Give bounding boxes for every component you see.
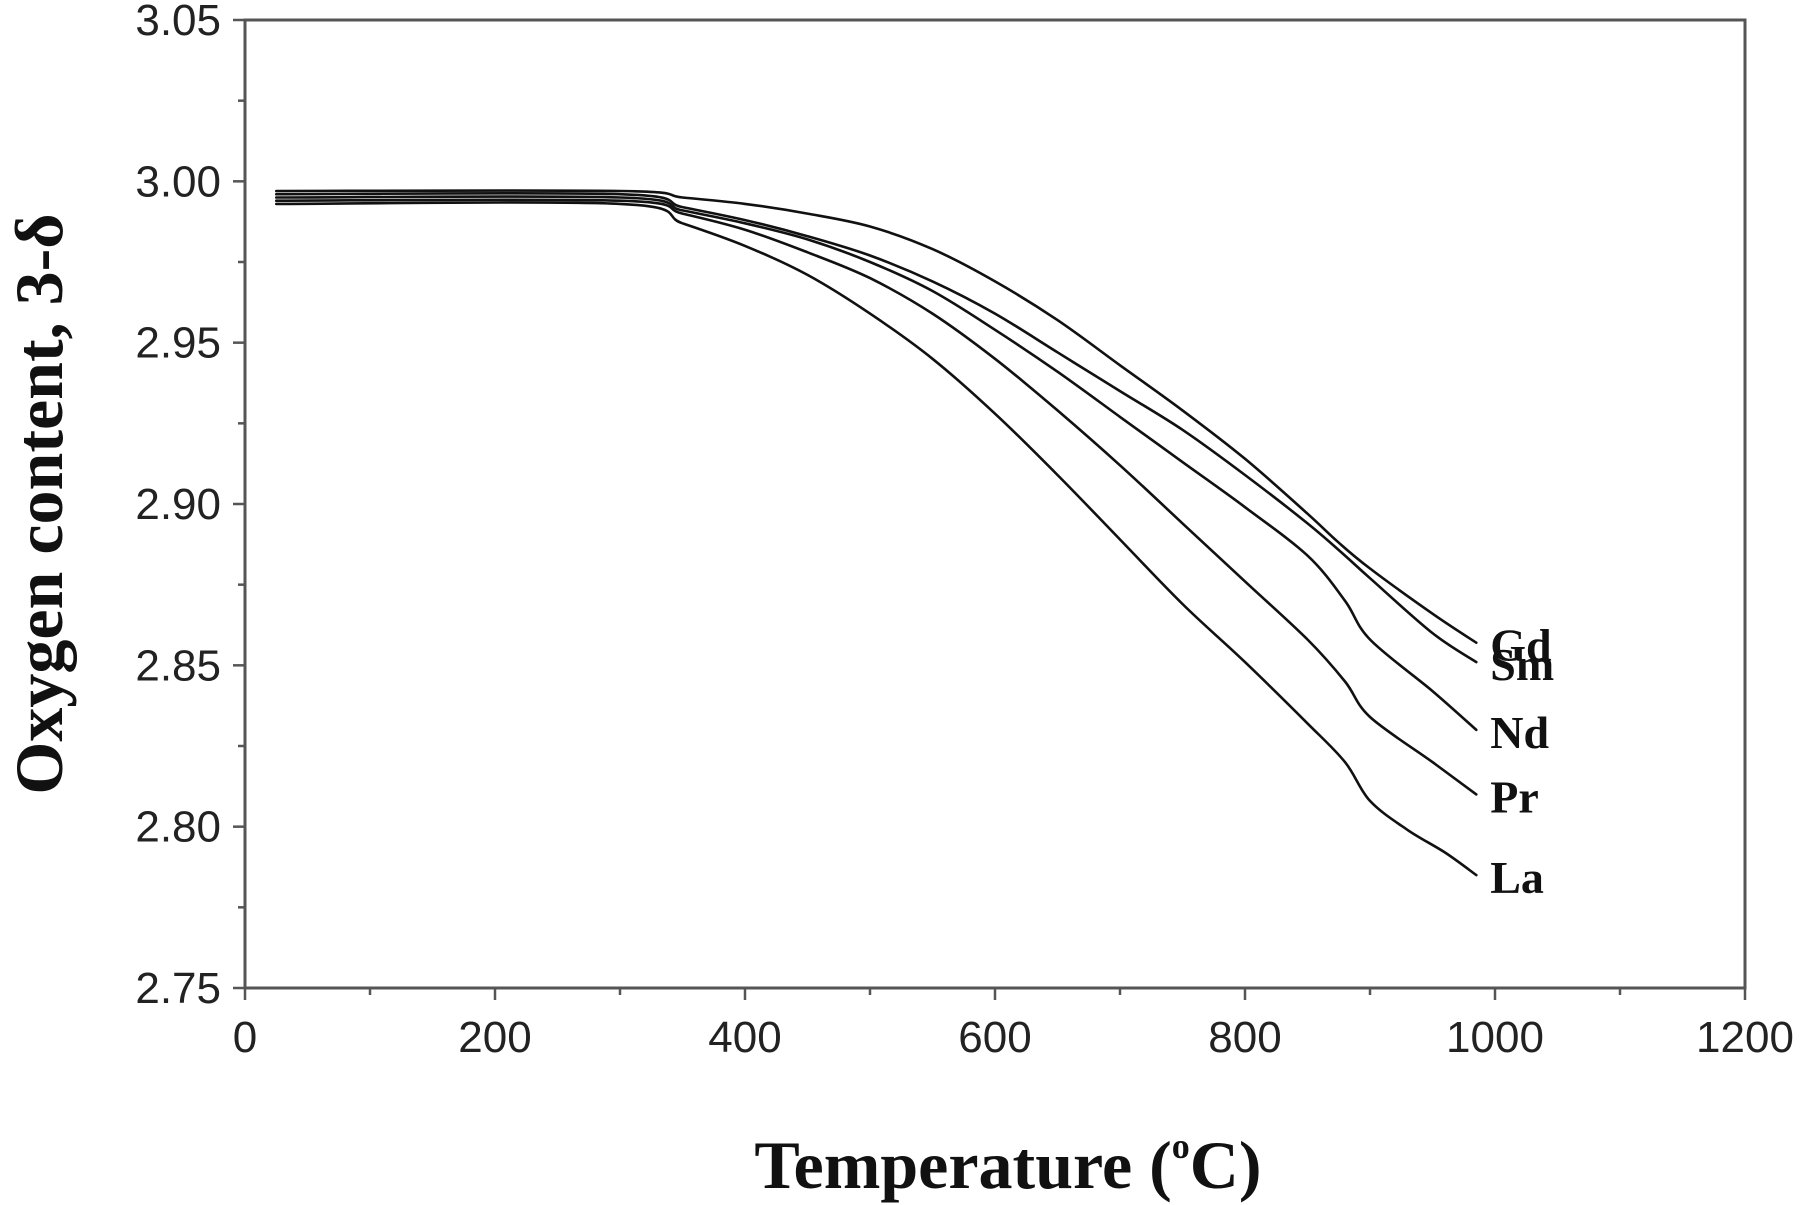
x-axis-title-main: Temperature ( (754, 1127, 1171, 1203)
y-tick-label: 3.05 (135, 0, 221, 45)
series-line-gd (275, 189, 1478, 644)
x-axis-title-degree: o (1172, 1126, 1190, 1166)
x-tick-label: 1000 (1446, 1013, 1544, 1062)
y-tick-label: 2.90 (135, 480, 221, 529)
series-line-pr (275, 198, 1478, 796)
x-tick-label: 600 (958, 1013, 1031, 1062)
x-tick-label: 400 (708, 1013, 781, 1062)
series-label-pr: Pr (1490, 771, 1539, 822)
plot-area-frame (243, 18, 1747, 990)
x-axis-title: Temperature (oC) (754, 1126, 1261, 1203)
series-label-sm: Sm (1490, 639, 1554, 690)
y-axis-title: Oxygen content, 3-δ (1, 213, 77, 794)
y-tick-label: 3.00 (135, 157, 221, 206)
series-line-sm (275, 191, 1478, 664)
x-tick-label: 0 (233, 1013, 257, 1062)
series-line-nd (275, 195, 1478, 732)
series-label-gd: Gd (1490, 620, 1552, 671)
x-tick-label: 200 (458, 1013, 531, 1062)
series-label-la: La (1490, 852, 1544, 903)
y-axis-ticks: 2.75 2.80 2.85 2.90 2.95 3.00 3.05 (135, 0, 245, 1013)
y-tick-label: 2.75 (135, 964, 221, 1013)
x-tick-label: 1200 (1696, 1013, 1794, 1062)
y-tick-label: 2.95 (135, 319, 221, 368)
x-axis-ticks: 0 200 400 600 800 1000 1200 (233, 988, 1794, 1062)
series-label-nd: Nd (1490, 707, 1549, 758)
series-line-la (275, 201, 1478, 877)
y-tick-label: 2.85 (135, 641, 221, 690)
x-tick-label: 800 (1208, 1013, 1281, 1062)
y-tick-label: 2.80 (135, 803, 221, 852)
series-lines (275, 189, 1478, 877)
x-axis-title-unit: C) (1190, 1127, 1262, 1203)
